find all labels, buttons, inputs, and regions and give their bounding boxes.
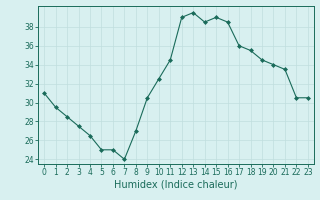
X-axis label: Humidex (Indice chaleur): Humidex (Indice chaleur): [114, 180, 238, 190]
